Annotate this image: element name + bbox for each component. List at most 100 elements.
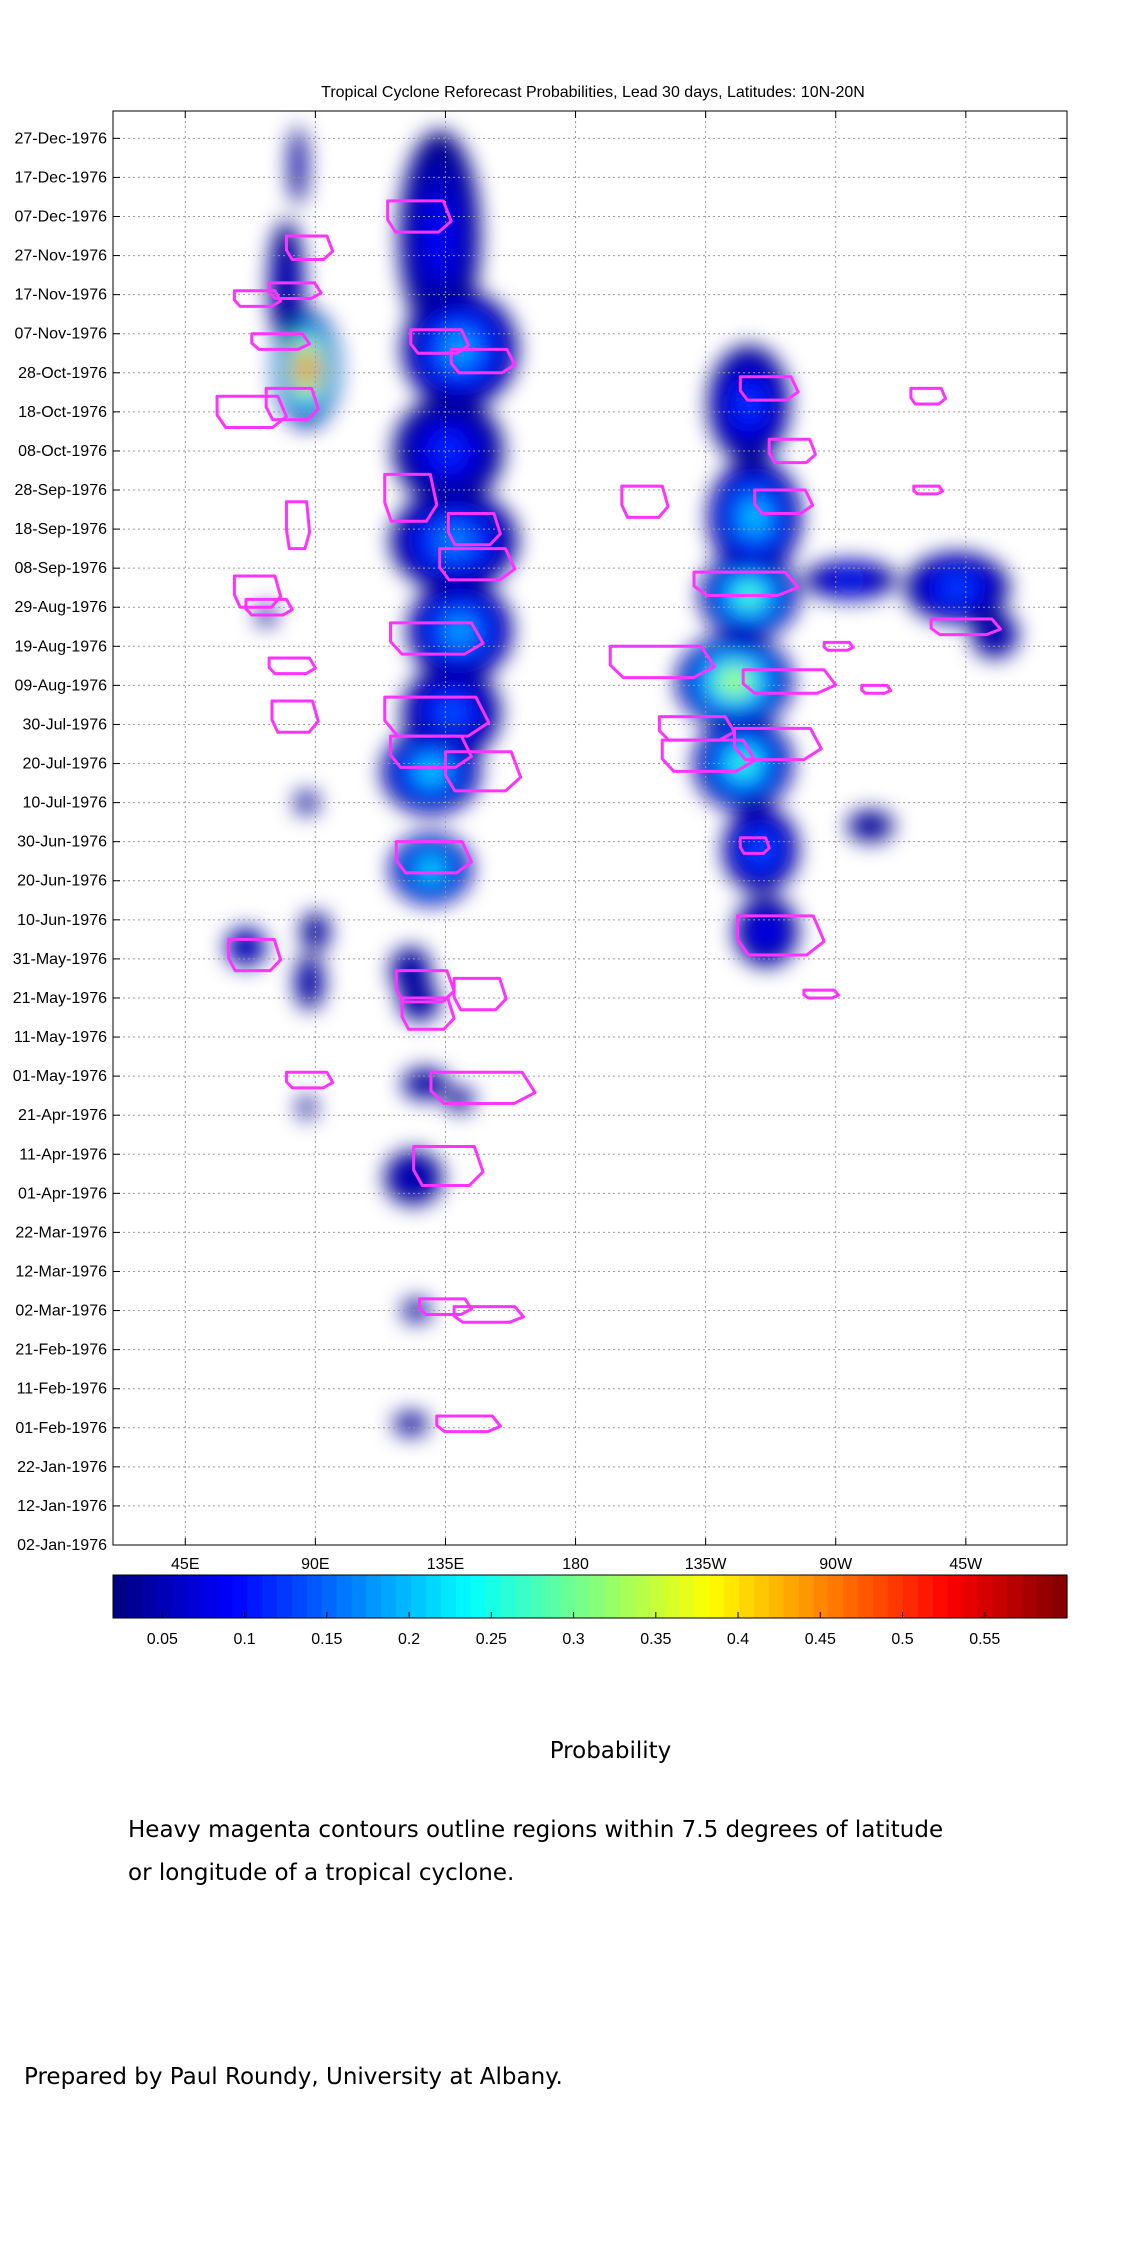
colorbar-band xyxy=(649,1575,666,1618)
y-tick-label: 27-Nov-1976 xyxy=(15,248,108,265)
colorbar-band xyxy=(1037,1575,1053,1618)
colorbar-band xyxy=(768,1575,785,1618)
tc-contour xyxy=(449,347,517,375)
colorbar-band xyxy=(724,1575,740,1618)
colorbar-tick-label: 0.25 xyxy=(476,1631,507,1648)
credit-line: Prepared by Paul Roundy, University at A… xyxy=(24,2064,563,2090)
y-tick-label: 30-Jul-1976 xyxy=(23,716,108,733)
probability-region-10 xyxy=(390,833,472,905)
colorbar-band xyxy=(396,1575,412,1618)
probability-region-7 xyxy=(407,579,512,682)
colorbar-band xyxy=(545,1575,561,1618)
y-tick-label: 08-Sep-1976 xyxy=(14,560,107,577)
plot-border xyxy=(112,110,1068,1546)
plot-frame xyxy=(112,110,1068,1546)
colorbar-band xyxy=(888,1575,904,1618)
x-tick-label: 45W xyxy=(949,1556,983,1573)
colorbar-band xyxy=(276,1575,293,1618)
probability-level xyxy=(421,1081,430,1087)
tc-contour xyxy=(250,332,312,351)
y-tick-label: 01-May-1976 xyxy=(13,1068,107,1085)
probability-level xyxy=(457,1097,463,1102)
y-tick-label: 12-Jan-1976 xyxy=(17,1498,107,1515)
colorbar-band xyxy=(903,1575,919,1618)
colorbar-band xyxy=(1022,1575,1038,1618)
tc-contour xyxy=(389,621,485,656)
probability-level xyxy=(443,704,460,721)
y-tick-label: 21-Apr-1976 xyxy=(18,1107,107,1124)
probability-level xyxy=(407,1421,414,1426)
colorbar-tick-label: 0.2 xyxy=(398,1631,420,1648)
colorbar-band xyxy=(351,1575,368,1618)
colorbar-band xyxy=(828,1575,845,1618)
y-tick-label: 28-Sep-1976 xyxy=(14,482,107,499)
colorbar-band xyxy=(381,1575,397,1618)
y-tick-label: 22-Mar-1976 xyxy=(15,1224,107,1241)
tc-contour xyxy=(738,836,771,855)
probability-level xyxy=(761,925,772,938)
colorbar-band xyxy=(500,1575,517,1618)
colorbar-band xyxy=(217,1575,233,1618)
y-tick-label: 21-Feb-1976 xyxy=(15,1342,107,1359)
probability-region-2 xyxy=(289,126,307,205)
y-tick-label: 30-Jun-1976 xyxy=(17,834,107,851)
colorbar-band xyxy=(977,1575,994,1618)
probability-level xyxy=(414,1308,419,1313)
probability-region-17 xyxy=(393,1412,429,1436)
y-tick-label: 18-Sep-1976 xyxy=(14,521,107,538)
colorbar-band xyxy=(798,1575,815,1618)
colorbar-band xyxy=(113,1575,129,1618)
colorbar-band xyxy=(440,1575,457,1618)
colorbar-band xyxy=(336,1575,353,1618)
chart-title: Tropical Cyclone Reforecast Probabilitie… xyxy=(321,84,865,101)
colorbar-band xyxy=(873,1575,889,1618)
tc-contour xyxy=(270,699,320,734)
tc-contour xyxy=(264,386,320,422)
colorbar-band xyxy=(202,1575,218,1618)
colorbar-band xyxy=(664,1575,681,1618)
y-tick-label: 10-Jun-1976 xyxy=(17,912,107,929)
colorbar-band xyxy=(247,1575,263,1618)
x-axis: 45E 90E 135E 180 135W 90W 45W xyxy=(171,111,983,1573)
tc-contour xyxy=(912,484,945,496)
probability-level xyxy=(301,359,312,379)
tc-contour xyxy=(429,1070,537,1105)
probability-level xyxy=(432,218,447,254)
x-tick-label: 90W xyxy=(819,1556,853,1573)
tc-contour xyxy=(386,199,453,234)
probability-region-20 xyxy=(298,1095,316,1120)
probability-level xyxy=(305,1105,309,1110)
plot-area xyxy=(113,111,1067,1545)
y-tick-label: 17-Nov-1976 xyxy=(15,287,108,304)
tc-contour xyxy=(438,547,517,582)
colorbar-label: Probability xyxy=(549,1738,672,1764)
probability-level xyxy=(451,622,469,640)
probability-region-29 xyxy=(722,806,799,893)
tc-contour xyxy=(909,386,948,406)
colorbar-band xyxy=(739,1575,755,1618)
tc-contour xyxy=(660,738,757,773)
probability-level xyxy=(948,581,966,594)
y-tick-label: 02-Mar-1976 xyxy=(15,1303,107,1320)
y-tick-label: 18-Oct-1976 xyxy=(18,404,107,421)
tc-contour xyxy=(284,1070,335,1090)
probability-region-15 xyxy=(384,1150,443,1206)
y-tick-label: 20-Jul-1976 xyxy=(23,756,108,773)
colorbar-tick-label: 0.05 xyxy=(147,1631,178,1648)
x-tick-label: 135W xyxy=(685,1556,728,1573)
y-tick-label: 10-Jul-1976 xyxy=(23,795,108,812)
colorbar-band xyxy=(127,1575,144,1618)
colorbar-band xyxy=(575,1575,591,1618)
tc-contour xyxy=(735,914,826,957)
x-tick-label: 90E xyxy=(301,1556,329,1573)
colorbar-band xyxy=(813,1575,830,1618)
y-tick-label: 11-May-1976 xyxy=(14,1029,107,1046)
colorbar-band xyxy=(187,1575,204,1618)
tc-contour xyxy=(738,375,800,402)
tc-contour xyxy=(400,996,456,1031)
probability-region-24 xyxy=(708,345,790,463)
tc-contour xyxy=(383,695,491,738)
colorbar-tick-label: 0.55 xyxy=(969,1631,1000,1648)
tc-contour xyxy=(394,969,456,1004)
